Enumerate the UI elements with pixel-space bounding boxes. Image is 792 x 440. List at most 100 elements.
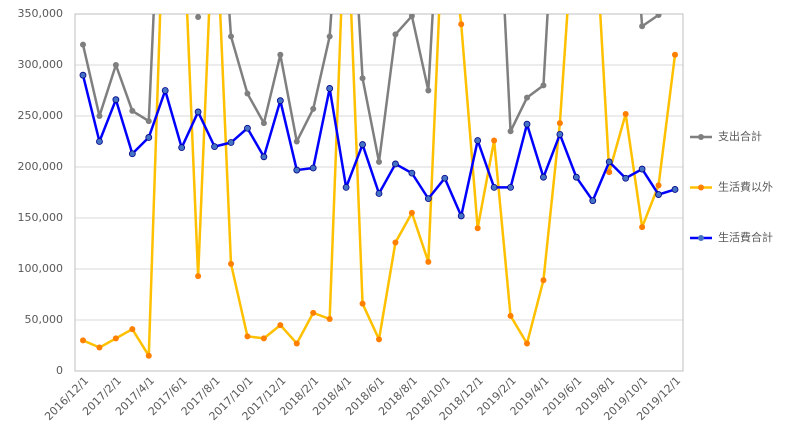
data-point bbox=[277, 322, 284, 329]
data-point bbox=[424, 195, 432, 203]
data-point bbox=[145, 352, 152, 359]
y-tick-label: 250,000 bbox=[18, 109, 64, 122]
data-point bbox=[129, 107, 136, 114]
data-point bbox=[260, 335, 267, 342]
data-point bbox=[293, 166, 301, 174]
data-point bbox=[244, 90, 251, 97]
data-point bbox=[524, 94, 530, 101]
data-point bbox=[112, 96, 120, 104]
data-point bbox=[490, 183, 498, 191]
data-point bbox=[178, 144, 186, 152]
data-point bbox=[376, 158, 382, 165]
data-point bbox=[491, 137, 498, 144]
y-tick-label: 350,000 bbox=[18, 7, 64, 20]
data-point bbox=[457, 212, 465, 220]
data-point bbox=[96, 113, 103, 119]
data-point bbox=[244, 333, 251, 340]
data-point bbox=[194, 108, 202, 116]
data-point bbox=[359, 141, 366, 148]
data-point bbox=[326, 33, 333, 40]
data-point bbox=[441, 174, 449, 182]
data-point bbox=[671, 186, 679, 193]
y-tick-label: 100,000 bbox=[18, 262, 64, 275]
data-point bbox=[128, 150, 136, 158]
y-tick-label: 0 bbox=[56, 364, 63, 377]
plot-frame bbox=[74, 13, 684, 372]
data-point bbox=[474, 225, 481, 232]
data-point bbox=[359, 300, 366, 307]
data-point bbox=[458, 21, 465, 28]
data-point bbox=[507, 128, 514, 135]
data-point bbox=[605, 158, 613, 166]
data-point bbox=[639, 23, 646, 30]
data-point bbox=[260, 153, 268, 161]
data-point bbox=[195, 14, 202, 21]
legend-marker bbox=[698, 184, 704, 191]
data-point bbox=[310, 105, 317, 112]
series-line bbox=[81, 14, 661, 164]
data-point bbox=[392, 31, 399, 38]
data-point bbox=[277, 51, 284, 58]
data-point bbox=[672, 51, 678, 58]
data-point bbox=[425, 87, 432, 94]
data-point bbox=[408, 169, 416, 177]
data-point bbox=[375, 190, 383, 197]
data-point bbox=[129, 326, 136, 333]
data-point bbox=[507, 183, 514, 191]
data-point bbox=[589, 197, 597, 205]
data-point bbox=[392, 160, 399, 168]
data-point bbox=[244, 124, 251, 132]
data-point bbox=[638, 165, 646, 173]
y-tick-label: 300,000 bbox=[18, 58, 64, 71]
data-point bbox=[572, 173, 580, 181]
data-point bbox=[392, 239, 399, 246]
data-point bbox=[622, 110, 629, 117]
data-point bbox=[540, 173, 547, 181]
data-point bbox=[211, 143, 218, 151]
data-point bbox=[359, 75, 366, 82]
data-point bbox=[145, 134, 153, 141]
data-point bbox=[96, 138, 103, 145]
data-point bbox=[309, 164, 317, 172]
data-point bbox=[293, 340, 300, 347]
data-point bbox=[507, 312, 514, 319]
data-point bbox=[474, 137, 482, 144]
data-point bbox=[639, 224, 646, 231]
data-point bbox=[80, 337, 86, 344]
data-point bbox=[655, 14, 662, 19]
data-point bbox=[556, 130, 564, 138]
legend-marker bbox=[698, 134, 704, 140]
data-point bbox=[326, 85, 334, 92]
legend-label: 支出合計 bbox=[718, 129, 762, 143]
data-point bbox=[655, 182, 662, 189]
data-point bbox=[524, 340, 530, 347]
data-point bbox=[161, 87, 169, 94]
series-line bbox=[82, 14, 677, 357]
data-point bbox=[228, 33, 234, 40]
data-point bbox=[293, 138, 300, 145]
data-point bbox=[326, 315, 333, 322]
data-point bbox=[228, 260, 234, 267]
data-point bbox=[310, 309, 317, 316]
data-point bbox=[523, 120, 531, 128]
data-point bbox=[425, 258, 432, 265]
data-point bbox=[227, 139, 235, 146]
legend-label: 生活費合計 bbox=[718, 230, 773, 244]
data-point bbox=[96, 344, 103, 351]
data-point bbox=[376, 336, 382, 343]
data-point bbox=[655, 191, 662, 198]
data-point bbox=[606, 169, 613, 176]
x-tick-label: 2016/12/1 bbox=[42, 374, 91, 423]
data-point bbox=[112, 62, 119, 68]
data-point bbox=[622, 174, 630, 182]
data-point bbox=[342, 183, 350, 191]
data-point bbox=[276, 97, 284, 105]
data-point bbox=[408, 14, 415, 20]
data-point bbox=[112, 335, 119, 342]
y-tick-label: 150,000 bbox=[18, 211, 64, 224]
legend-marker bbox=[698, 235, 704, 241]
data-point bbox=[79, 71, 87, 79]
data-point bbox=[540, 277, 547, 284]
y-tick-label: 200,000 bbox=[18, 160, 64, 173]
